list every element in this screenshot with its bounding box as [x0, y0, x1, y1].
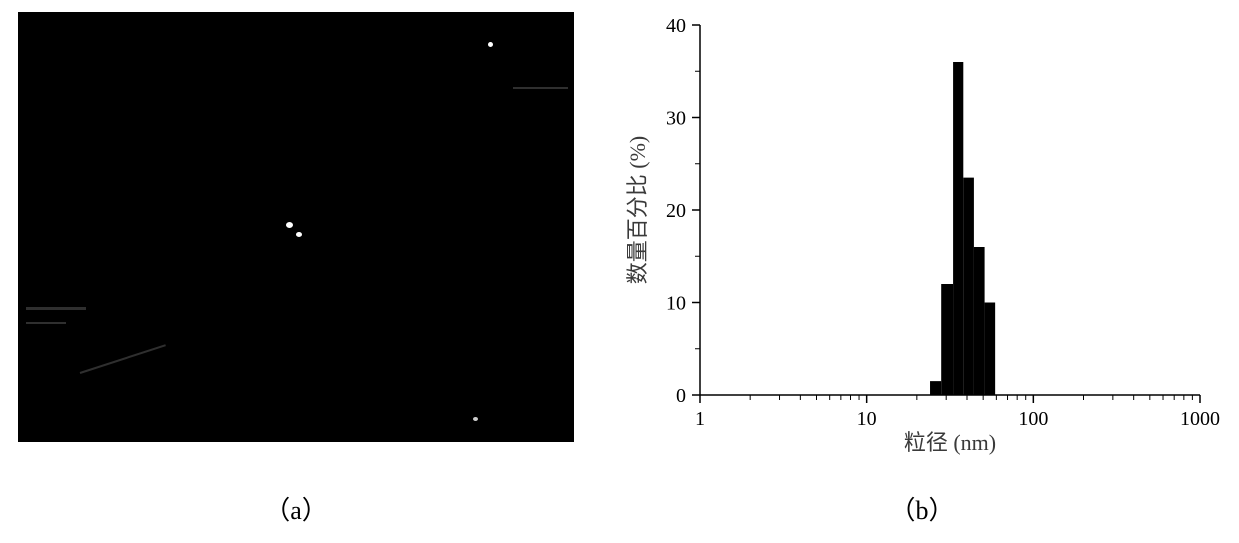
panel-b-caption: （b） — [620, 490, 1224, 527]
panel-a-caption: （a） — [18, 490, 574, 527]
image-streak — [513, 87, 568, 89]
image-streak — [26, 322, 66, 324]
svg-text:100: 100 — [1018, 408, 1048, 430]
svg-text:30: 30 — [666, 108, 686, 130]
svg-text:0: 0 — [676, 385, 686, 407]
panel-a-image — [18, 12, 574, 442]
svg-text:1000: 1000 — [1180, 408, 1220, 430]
svg-text:粒径 (nm): 粒径 (nm) — [904, 430, 996, 455]
svg-text:数量百分比 (%): 数量百分比 (%) — [625, 136, 650, 284]
image-speckle — [296, 232, 302, 237]
svg-text:1: 1 — [695, 408, 705, 430]
image-speckle — [488, 42, 493, 47]
image-streak — [26, 307, 86, 310]
svg-text:20: 20 — [666, 200, 686, 222]
image-streak — [80, 344, 166, 374]
svg-text:10: 10 — [857, 408, 877, 430]
svg-text:40: 40 — [666, 15, 686, 37]
svg-text:10: 10 — [666, 293, 686, 315]
panel-b-chart: 0 10 20 30 40 1 10 100 1000 粒径 (nm) 数量百分比 (%) — [620, 0, 1224, 475]
figure-container: （a） 0102030401101001000粒径 (nm)数量百分比 (%) … — [0, 0, 1239, 543]
image-speckle — [286, 222, 293, 228]
image-speckle — [473, 417, 478, 421]
